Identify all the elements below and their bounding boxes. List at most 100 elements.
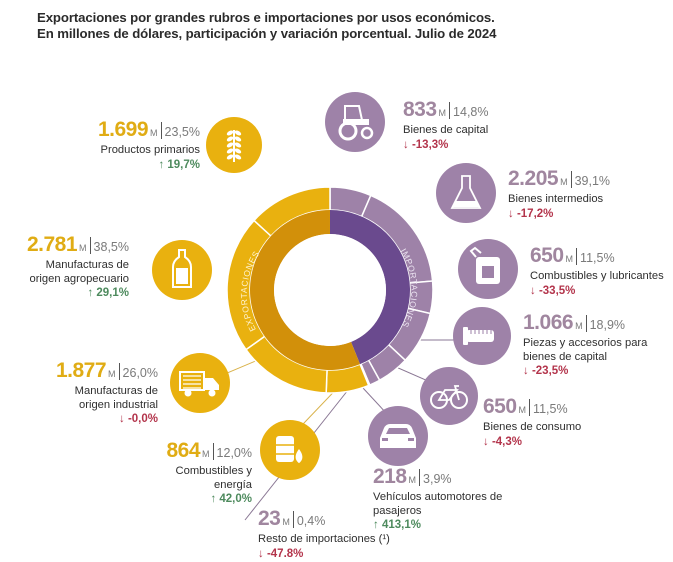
arrow-down-icon: ↓ [530,284,539,297]
wheat-grain [234,148,242,154]
label-moa: 2.781 M 38,5% Manufacturas de origen agrop… [5,234,129,301]
separator [160,122,162,139]
value: 864 [166,439,201,462]
change: ↑ 42,0% [140,492,252,507]
share: 38,5% [93,240,129,254]
part-body [466,330,494,342]
change-value: 42,0% [219,493,252,505]
unit: M [108,369,116,379]
category-name-line-2: bienes de capital [523,350,607,363]
separator [419,469,421,486]
flask-liquid [452,201,480,207]
separator [449,102,451,119]
share: 11,5% [580,251,615,265]
truck-cab [205,378,219,390]
tractor-icon [325,92,385,152]
value: 2.205 [508,167,559,190]
share: 14,8% [453,105,489,119]
share: 23,5% [164,125,200,139]
wheat-grain [226,148,234,154]
bike-wheel [450,391,468,409]
unit: M [150,128,158,138]
wheat-grain [226,154,234,160]
change-value: 29,1% [96,287,129,299]
change-value: -0,0% [127,413,158,425]
share: 3,9% [423,472,452,486]
donut-hole [274,234,386,346]
truck-wheel [208,389,216,397]
category-name-line-2: origen industrial [79,398,158,411]
change-value: -17,2% [516,207,554,220]
wheat-grain [234,154,242,160]
bottle-fill [176,268,188,284]
bolt-part-icon [453,307,511,365]
arrow-up-icon: ↑ [210,493,220,505]
separator [118,363,120,380]
separator [89,237,91,254]
category-name-line-1: Manufacturas de [45,259,129,271]
share: 18,9% [589,318,626,332]
change-value: -13,3% [411,138,449,151]
truck-icon [170,353,230,413]
ring-band-exports [249,210,361,370]
tractor-cab [344,105,363,121]
car-windshield [386,428,410,434]
share: 39,1% [574,174,611,188]
arrow-up-icon: ↑ [373,519,382,531]
change: ↓ -47.8% [258,547,398,562]
flask-icon [436,163,496,223]
wheat-icon [206,117,262,173]
oil-drop [294,447,304,465]
value: 833 [403,98,437,121]
unit: M [565,254,574,264]
unit: M [575,321,583,331]
separator [212,443,214,460]
bottle-icon [152,240,212,300]
change-value: -23,5% [531,365,569,377]
share: 0,4% [296,514,326,528]
change: ↓ -13,3% [403,138,553,153]
change-value: -4,3% [491,435,522,448]
flask-shape [450,175,482,209]
arrow-down-icon: ↓ [483,435,492,448]
tractor-wheel-big [338,121,358,141]
share: 26,0% [122,366,158,380]
change-value: 19,7% [167,158,200,171]
truck-body [179,371,205,391]
icon-circle [436,163,496,223]
oil-barrel-icon [260,420,320,480]
part-head [463,327,468,345]
separator [529,399,531,416]
label-piezas-accesorios: 1.066 M 18,9% Piezas y accesorios para bie… [523,312,668,379]
value: 218 [373,465,407,488]
unit: M [518,405,527,415]
truck-wheel [184,389,192,397]
label-productos-primarios: 1.699 M 23,5% Productos primarios ↑ 19,7% [92,119,200,173]
value: 1.877 [55,359,107,382]
separator [576,248,578,265]
arrow-down-icon: ↓ [119,413,128,425]
bottle-shape [172,249,192,288]
bike-frame [437,385,460,401]
change: ↓ -17,2% [508,207,658,222]
arrow-down-icon: ↓ [523,365,532,377]
separator [585,315,587,332]
category-name-line-1: Piezas y accesorios para [523,337,648,349]
chart-title: Exportaciones por grandes rubros e impor… [37,10,496,42]
tractor-body [343,119,369,125]
value: 1.699 [97,118,149,141]
jerrycan-icon [458,239,518,299]
car-light [382,438,388,441]
change: ↓ -4,3% [483,435,603,450]
unit: M [202,449,210,459]
category-name: Bienes de capital [403,124,489,136]
bicycle-icon [420,367,478,425]
change-value: -47.8% [266,547,304,560]
category-name: Bienes intermedios [508,193,604,205]
car-icon [368,406,428,466]
value: 650 [530,244,564,267]
label-combustibles-lubricantes: 650 M 11,5% Combustibles y lubricantes ↓ -… [530,245,670,299]
change: ↑ 19,7% [92,158,200,173]
category-name: Resto de importaciones (¹) [258,533,390,545]
unit: M [438,108,447,118]
